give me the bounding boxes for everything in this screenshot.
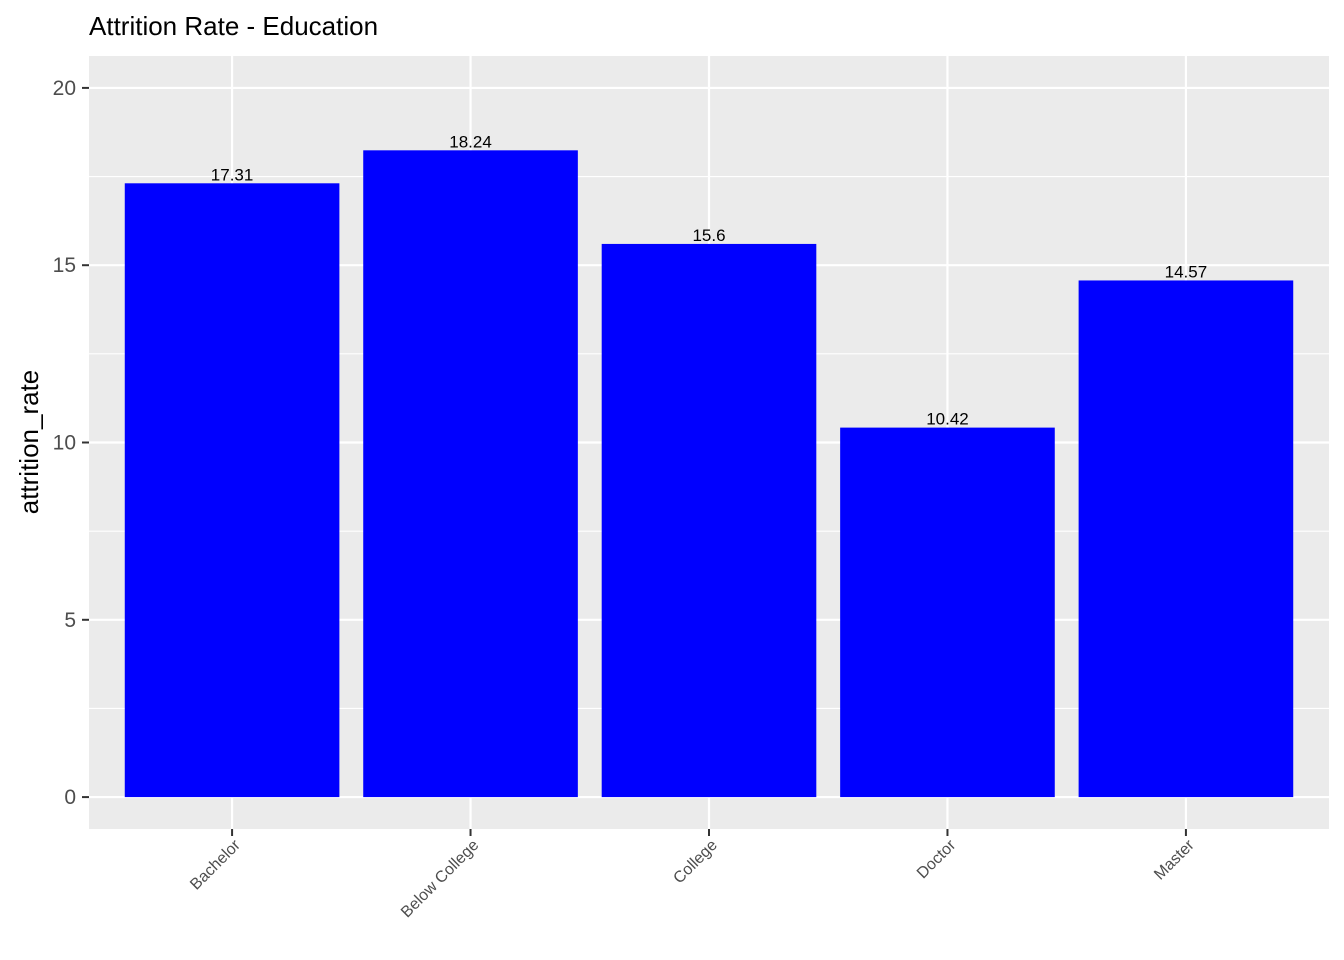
- bar-series: [124, 150, 1294, 798]
- bar-doctor: [840, 427, 1055, 798]
- y-tick-label: 20: [53, 77, 76, 100]
- bar-college: [601, 243, 817, 798]
- y-tick-label: 5: [64, 609, 76, 632]
- y-axis: 0 5 10 15 20: [53, 77, 89, 809]
- y-tick-label: 15: [53, 254, 76, 277]
- data-label-doctor: 10.42: [926, 410, 969, 429]
- data-labels: 17.31 18.24 15.6 10.42 14.57: [211, 132, 1207, 428]
- y-axis-label: attrition_rate: [14, 370, 44, 515]
- bar-master: [1078, 280, 1294, 798]
- x-tick-label: Below College: [398, 837, 482, 921]
- x-axis: Bachelor Below College College Doctor Master: [187, 829, 1198, 921]
- data-label-below-college: 18.24: [449, 132, 492, 151]
- x-tick-label: Doctor: [914, 836, 960, 882]
- bar-bachelor: [124, 183, 340, 798]
- y-tick-label: 0: [64, 786, 76, 809]
- data-label-college: 15.6: [692, 226, 725, 245]
- data-label-bachelor: 17.31: [211, 165, 254, 184]
- data-label-master: 14.57: [1165, 262, 1208, 281]
- x-tick-label: Master: [1151, 836, 1198, 883]
- bar-below-college: [363, 150, 578, 798]
- chart-title: Attrition Rate - Education: [89, 11, 378, 41]
- x-tick-label: College: [670, 837, 720, 887]
- x-tick-label: Bachelor: [187, 836, 244, 893]
- y-tick-label: 10: [53, 432, 76, 455]
